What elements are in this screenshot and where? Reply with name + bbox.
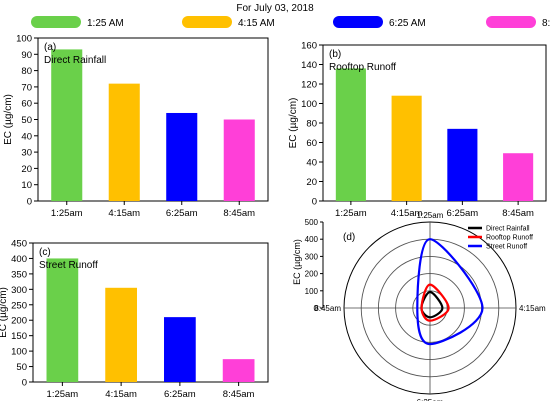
legend-label: 6:25 AM	[389, 18, 426, 29]
y-tick-label: 70	[21, 82, 32, 93]
x-tick-label: 6:25am	[166, 208, 198, 219]
radar-scale-label: 400	[305, 235, 319, 244]
y-tick-label: 50	[16, 362, 27, 373]
y-tick-label: 150	[11, 331, 27, 342]
y-tick-label: 90	[21, 50, 32, 61]
y-tick-label: 0	[22, 378, 27, 389]
y-tick-label: 100	[11, 347, 27, 358]
radar-scale-label: 0	[314, 304, 319, 313]
panel-a-direct-rainfall: 0 10 20 30 40 50 60 70 80 90 100 EC (µg/cm) 1:25am 4:…	[3, 34, 269, 219]
panel-c-street-runoff: 0 50 100 150 200 250 300 350 400 450 EC (µg/cm) 1:2…	[0, 239, 269, 400]
y-axis-label: EC (µg/cm)	[0, 287, 9, 338]
legend-label: 1:25 AM	[87, 18, 124, 29]
color-legend: 1:25 AM 4:15 AM 6:25 AM 8:45 AM	[31, 16, 550, 29]
bar	[222, 359, 255, 382]
bar	[391, 95, 422, 201]
legend-swatch	[182, 16, 232, 28]
panel-letter: (b)	[329, 49, 341, 60]
radar-axis-category: 6:25am	[417, 398, 444, 401]
y-tick-label: 350	[11, 269, 27, 280]
y-tick-label: 140	[301, 60, 317, 71]
x-tick-label: 6:25am	[447, 208, 479, 219]
x-tick-label: 8:45am	[223, 389, 255, 400]
panel-letter: (d)	[343, 232, 355, 243]
bar	[51, 49, 83, 201]
y-tick-label: 100	[16, 34, 32, 45]
y-tick-label: 200	[11, 316, 27, 327]
bar	[105, 287, 137, 382]
y-tick-label: 250	[11, 300, 27, 311]
radar-scale-label: 500	[305, 218, 319, 227]
bar	[447, 128, 478, 201]
y-tick-label: 160	[301, 41, 317, 52]
legend-swatch	[486, 16, 536, 28]
panel-title: Rooftop Runoff	[329, 62, 396, 73]
panel-title: Direct Rainfall	[44, 55, 106, 66]
legend-label: 4:15 AM	[238, 18, 275, 29]
bar	[164, 317, 196, 382]
panel-letter: (a)	[44, 42, 56, 53]
y-tick-label: 40	[21, 131, 32, 142]
y-tick-label: 20	[306, 177, 317, 188]
y-tick-label: 450	[11, 239, 27, 250]
y-tick-label: 50	[21, 115, 32, 126]
radar-scale-label: 300	[305, 252, 319, 261]
y-axis-label: EC (µg/cm)	[3, 94, 14, 145]
x-tick-label: 4:15am	[391, 208, 423, 219]
bar	[166, 112, 198, 201]
radar-axis-category: 1:25am	[417, 211, 444, 220]
y-tick-label: 30	[21, 148, 32, 159]
bar	[335, 68, 366, 202]
radar-legend-label: Street Runoff	[486, 244, 527, 251]
radar-scale-label: 100	[305, 287, 319, 296]
plot-frame	[32, 242, 269, 383]
radar-legend-label: Direct Rainfall	[486, 226, 530, 233]
y-axis-label: EC (µg/cm)	[288, 98, 299, 149]
y-tick-label: 80	[21, 66, 32, 77]
y-tick-label: 300	[11, 285, 27, 296]
y-tick-label: 40	[306, 158, 317, 169]
bar	[46, 258, 79, 382]
y-tick-label: 60	[306, 138, 317, 149]
y-tick-label: 0	[312, 197, 317, 208]
y-tick-label: 60	[21, 99, 32, 110]
x-tick-label: 4:15am	[108, 208, 140, 219]
y-tick-label: 0	[27, 197, 32, 208]
radar-legend-label: Rooftop Runoff	[486, 235, 533, 242]
x-tick-label: 8:45am	[502, 208, 534, 219]
y-tick-label: 400	[11, 254, 27, 265]
radar-scale-label: 200	[305, 270, 319, 279]
x-tick-label: 1:25am	[47, 389, 79, 400]
x-tick-label: 4:15am	[105, 389, 137, 400]
panel-letter: (c)	[39, 247, 51, 258]
legend-label: 8:45 AM	[542, 18, 550, 29]
x-tick-label: 1:25am	[51, 208, 83, 219]
y-tick-label: 10	[21, 180, 32, 191]
radar-axis-category: 8:45am	[314, 304, 341, 313]
radar-series-line	[420, 283, 450, 322]
x-tick-label: 6:25am	[164, 389, 196, 400]
bar	[223, 119, 255, 201]
x-tick-label: 8:45am	[223, 208, 255, 219]
bar	[503, 153, 534, 201]
radar-series-line	[416, 238, 484, 346]
y-tick-label: 100	[301, 99, 317, 110]
radar-axis-label: EC (µg/cm)	[292, 239, 302, 285]
panel-title: Street Runoff	[39, 260, 98, 271]
y-tick-label: 120	[301, 80, 317, 91]
x-tick-label: 1:25am	[335, 208, 367, 219]
y-tick-label: 20	[21, 164, 32, 175]
bar	[108, 83, 140, 201]
y-tick-label: 80	[306, 119, 317, 130]
radar-axis-category: 4:15am	[519, 304, 546, 313]
legend-swatch	[333, 16, 383, 28]
legend-swatch	[31, 16, 81, 28]
figure-title: For July 03, 2018	[236, 3, 314, 14]
